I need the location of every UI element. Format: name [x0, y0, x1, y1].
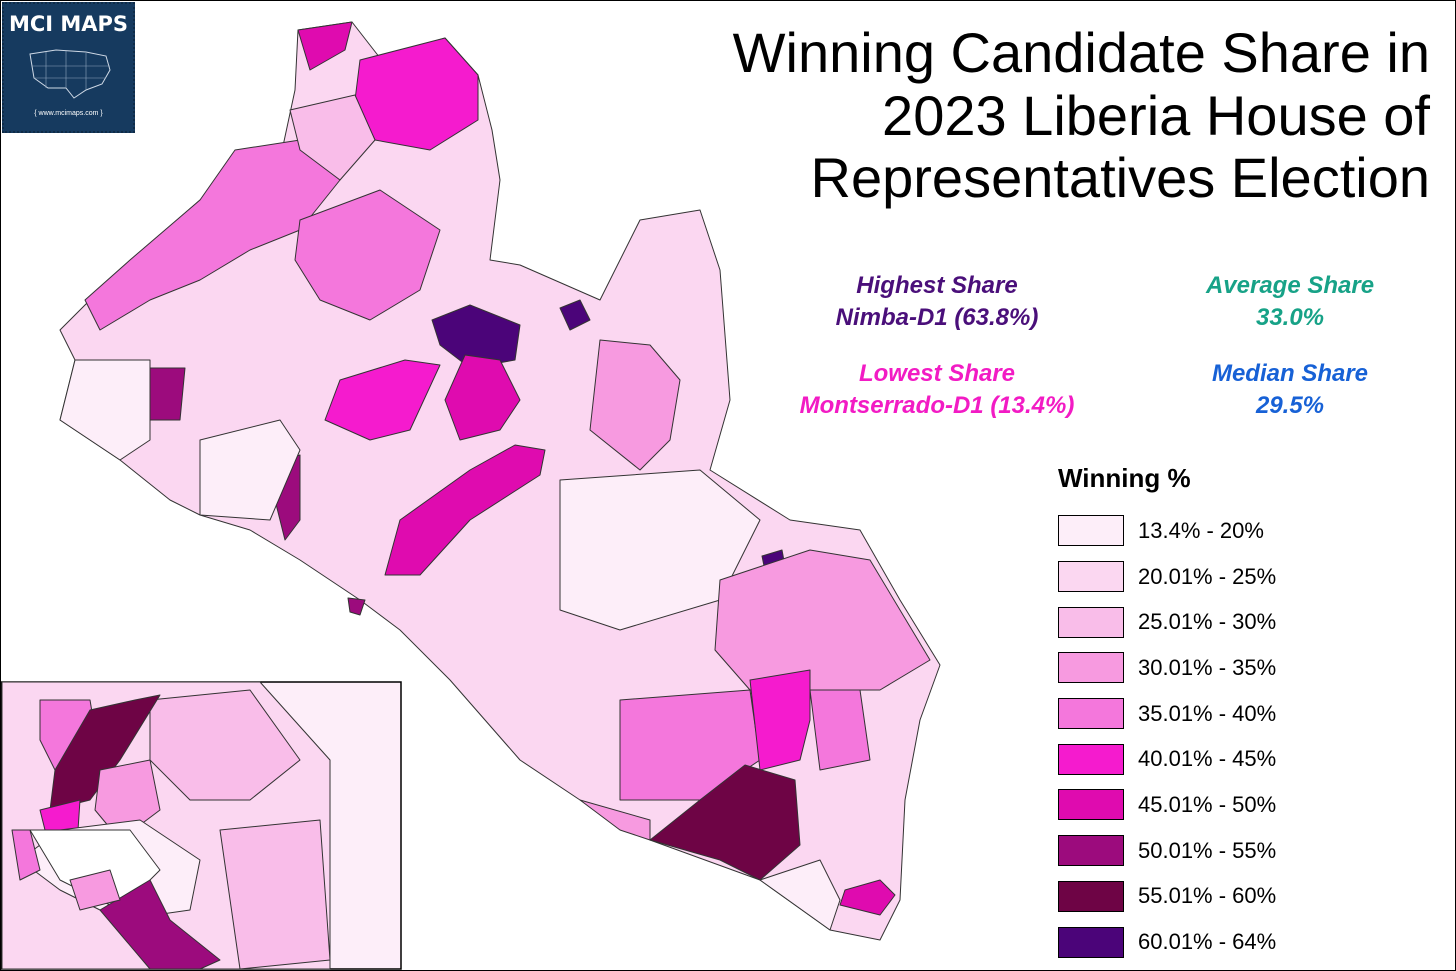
district-bong-west [324, 359, 441, 441]
district-nimba-small [559, 299, 591, 331]
legend-swatch [1058, 652, 1124, 684]
legend-item: 35.01% - 40% [1058, 691, 1438, 737]
legend-label: 60.01% - 64% [1138, 929, 1277, 955]
legend: Winning % 13.4% - 20% 20.01% - 25% 25.01% … [1058, 463, 1438, 965]
stat-median: Median Share 29.5% [1100, 358, 1456, 423]
district-nimba-east [589, 339, 681, 471]
legend-label: 45.01% - 50% [1138, 791, 1277, 817]
legend-label: 35.01% - 40% [1138, 700, 1277, 726]
stat-average: Average Share 33.0% [1100, 270, 1456, 335]
legend-title: Winning % [1058, 463, 1191, 493]
us-map-icon [29, 49, 111, 99]
legend-label: 55.01% - 60% [1138, 883, 1277, 909]
map-title: Winning Candidate Share in 2023 Liberia … [732, 21, 1430, 210]
legend-swatch [1058, 561, 1124, 593]
legend-item: 25.01% - 30% [1058, 599, 1438, 645]
district-lofa-central [294, 189, 441, 321]
legend-swatch [1058, 926, 1124, 958]
legend-label: 25.01% - 30% [1138, 609, 1277, 635]
stat-average-label: Average Share [1205, 272, 1375, 299]
legend-swatch [1058, 698, 1124, 730]
legend-label: 40.01% - 45% [1138, 746, 1277, 772]
district-rivergee [749, 669, 811, 771]
legend-swatch [1058, 606, 1124, 638]
district-grandgedeh-east [714, 549, 931, 691]
legend-label: 30.01% - 35% [1138, 654, 1277, 680]
legend-item: 20.01% - 25% [1058, 554, 1438, 600]
district-bong-center [444, 354, 521, 441]
stat-highest: Highest Share Nimba-D1 (63.8%) [747, 270, 1127, 335]
legend-label: 20.01% - 25% [1138, 563, 1277, 589]
legend-item: 60.01% - 64% [1058, 919, 1438, 965]
legend-swatch [1058, 789, 1124, 821]
district-grandkru [579, 799, 651, 841]
stat-median-value: 29.5% [1255, 392, 1325, 420]
district-bomi [199, 419, 301, 521]
stat-lowest: Lowest Share Montserrado-D1 (13.4%) [747, 358, 1127, 423]
legend-swatch [1058, 743, 1124, 775]
stat-average-value: 33.0% [1255, 304, 1325, 332]
legend-item: 45.01% - 50% [1058, 782, 1438, 828]
logo-url: { www.mcimaps.com } [34, 110, 103, 117]
legend-item: 50.01% - 55% [1058, 828, 1438, 874]
stat-lowest-label: Lowest Share [858, 360, 1016, 387]
district-lofa-tip [297, 21, 353, 71]
legend-item: 55.01% - 60% [1058, 874, 1438, 920]
stat-median-label: Median Share [1211, 360, 1369, 387]
legend-swatch [1058, 515, 1124, 547]
inset-map [0, 681, 402, 970]
legend-swatch [1058, 835, 1124, 867]
legend-label: 13.4% - 20% [1138, 517, 1264, 543]
stat-lowest-value: Montserrado-D1 (13.4%) [799, 392, 1075, 420]
legend-item: 40.01% - 45% [1058, 736, 1438, 782]
legend-label: 50.01% - 55% [1138, 837, 1277, 863]
district-grandbassa-diag [384, 444, 546, 576]
district-rivergee-east [809, 689, 871, 771]
district-coast-small [347, 597, 366, 616]
legend-swatch [1058, 880, 1124, 912]
logo-name: MCI MAPS [8, 12, 129, 36]
legend-item: 30.01% - 35% [1058, 645, 1438, 691]
district-maryland-coast [759, 859, 841, 931]
district-maryland-east [839, 879, 896, 916]
legend-item: 13.4% - 20% [1058, 508, 1438, 554]
district-gbarpolu [149, 367, 186, 421]
stat-highest-value: Nimba-D1 (63.8%) [835, 304, 1039, 332]
district-lofa-mid [289, 94, 376, 181]
district-capemount [59, 359, 151, 461]
mci-maps-logo: MCI MAPS { www.mcimaps.com } [2, 2, 135, 133]
district-sinoe-coast [649, 764, 801, 881]
district-nimba-d1 [431, 304, 521, 369]
stat-highest-label: Highest Share [856, 272, 1018, 299]
legend-rows: 13.4% - 20% 20.01% - 25% 25.01% - 30% 30.01… [1058, 508, 1438, 965]
